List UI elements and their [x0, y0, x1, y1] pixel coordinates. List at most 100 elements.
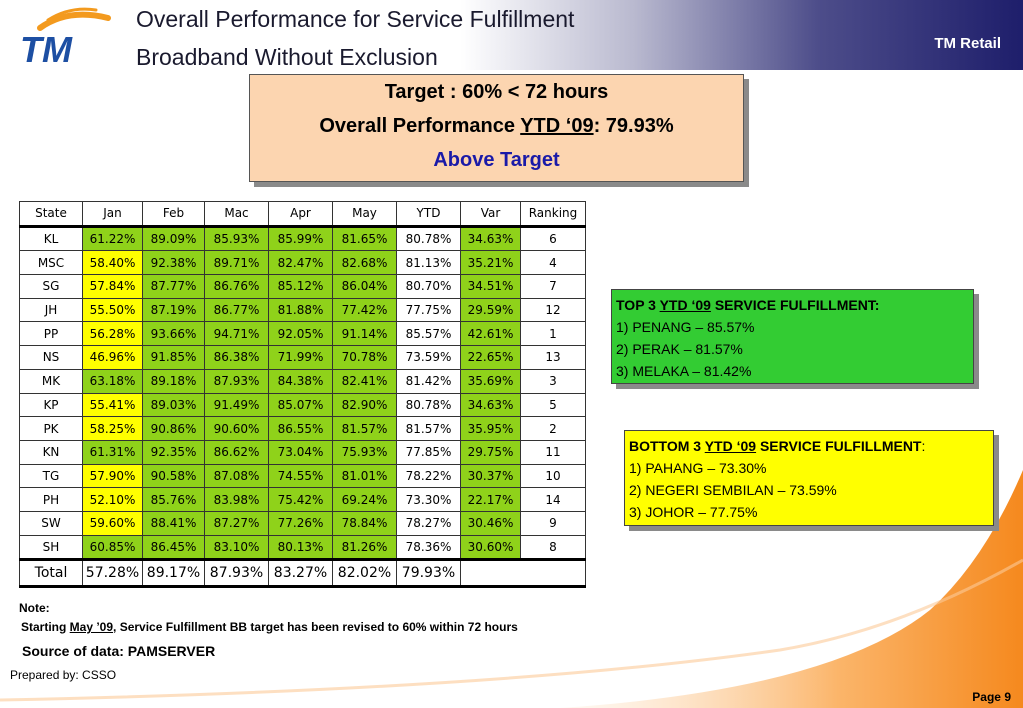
column-header: Ranking [520, 201, 586, 228]
table-cell: 22.17% [460, 487, 521, 512]
table-cell: 81.57% [332, 416, 397, 441]
table-cell: 81.26% [332, 534, 397, 561]
table-cell: 91.14% [332, 321, 397, 347]
table-cell: 85.76% [142, 487, 205, 512]
table-cell: 77.26% [268, 510, 333, 536]
table-cell: 73.59% [396, 345, 461, 370]
table-cell: 6 [520, 225, 586, 252]
table-cell: 29.59% [460, 297, 521, 323]
bottom3-item: 2) NEGERI SEMBILAN – 73.59% [629, 482, 837, 498]
table-cell: 90.60% [204, 416, 269, 441]
table-cell: 78.22% [396, 463, 461, 489]
table-row: MSC 58.40% 92.38% 89.71% 82.47% 82.68% 81.13% 3… [19, 250, 586, 276]
table-cell: 30.60% [460, 534, 521, 561]
table-cell: 82.47% [268, 250, 333, 276]
table-cell: 86.55% [268, 416, 333, 441]
table-cell: 81.88% [268, 297, 333, 323]
table-row: SW 59.60% 88.41% 87.27% 77.26% 78.84% 78.27% 30… [19, 510, 586, 536]
table-cell: 84.38% [268, 368, 333, 394]
bottom3-item: 3) JOHOR – 77.75% [629, 504, 758, 520]
table-cell: 58.25% [82, 416, 143, 441]
table-cell: 13 [520, 345, 586, 370]
table-cell: 80.78% [396, 225, 461, 252]
page-title: Overall Performance for Service Fulfillm… [136, 6, 575, 32]
column-header: Var [460, 201, 521, 228]
table-cell: 60.85% [82, 534, 143, 561]
table-cell: 77.42% [332, 297, 397, 323]
table-cell: 29.75% [460, 439, 521, 465]
table-cell: 80.78% [396, 392, 461, 418]
table-cell: 93.66% [142, 321, 205, 347]
table-cell: NS [19, 345, 83, 370]
table-cell: 75.93% [332, 439, 397, 465]
table-cell: 71.99% [268, 345, 333, 370]
table-cell: 94.71% [204, 321, 269, 347]
table-cell: 90.86% [142, 416, 205, 441]
column-header: YTD [396, 201, 461, 228]
table-cell: TG [19, 463, 83, 489]
note-label: Note: [19, 601, 50, 615]
table-cell: 3 [520, 368, 586, 394]
table-cell: 81.13% [396, 250, 461, 276]
table-cell: 86.62% [204, 439, 269, 465]
table-cell: 30.37% [460, 463, 521, 489]
table-cell: JH [19, 297, 83, 323]
table-cell: 89.09% [142, 225, 205, 252]
table-cell: 12 [520, 297, 586, 323]
table-cell: 7 [520, 274, 586, 299]
table-cell: 10 [520, 463, 586, 489]
table-cell: 30.46% [460, 510, 521, 536]
table-cell: 77.75% [396, 297, 461, 323]
table-cell: 34.51% [460, 274, 521, 299]
table-cell: KL [19, 225, 83, 252]
above-target-label: Above Target [433, 149, 560, 171]
table-row: PK 58.25% 90.86% 90.60% 86.55% 81.57% 81.57% 35… [19, 416, 586, 441]
total-cell: 89.17% [142, 558, 205, 589]
page-number: Page 9 [972, 690, 1011, 704]
source-label: Source of data: PAMSERVER [22, 643, 216, 659]
top3-box: TOP 3 YTD ‘09 SERVICE FULFILLMENT: 1) PE… [611, 289, 974, 384]
table-cell: SG [19, 274, 83, 299]
table-cell: 81.42% [396, 368, 461, 394]
table-cell: KP [19, 392, 83, 418]
page-subtitle: Broadband Without Exclusion [136, 44, 438, 70]
table-cell: MSC [19, 250, 83, 276]
table-cell: 82.90% [332, 392, 397, 418]
tm-logo: TM [20, 7, 111, 68]
column-header: May [332, 201, 397, 228]
table-cell: 9 [520, 510, 586, 536]
table-cell: 70.78% [332, 345, 397, 370]
bottom3-item: 1) PAHANG – 73.30% [629, 460, 767, 476]
table-cell: 81.01% [332, 463, 397, 489]
table-row: NS 46.96% 91.85% 86.38% 71.99% 70.78% 73.59% 22… [19, 345, 586, 370]
table-cell: 42.61% [460, 321, 521, 347]
table-cell: 61.31% [82, 439, 143, 465]
column-header: State [19, 201, 83, 228]
table-cell: 86.38% [204, 345, 269, 370]
table-cell: 35.95% [460, 416, 521, 441]
table-cell: 11 [520, 439, 586, 465]
table-cell: 90.58% [142, 463, 205, 489]
total-cell: 57.28% [82, 558, 143, 589]
table-cell: 4 [520, 250, 586, 276]
table-header-row: State Jan Feb Mac Apr May YTD Var Ranking [19, 201, 586, 228]
total-cell [460, 558, 586, 589]
table-cell: 2 [520, 416, 586, 441]
table-cell: 56.28% [82, 321, 143, 347]
table-cell: 78.27% [396, 510, 461, 536]
bottom3-box: BOTTOM 3 YTD ‘09 SERVICE FULFILLMENT: 1)… [624, 430, 994, 526]
table-cell: 86.76% [204, 274, 269, 299]
table-cell: 85.12% [268, 274, 333, 299]
total-cell: 87.93% [204, 558, 269, 589]
table-cell: PK [19, 416, 83, 441]
table-cell: 14 [520, 487, 586, 512]
table-cell: 86.45% [142, 534, 205, 561]
total-cell: Total [19, 558, 83, 589]
top3-item: 1) PENANG – 85.57% [616, 319, 755, 335]
table-cell: 86.77% [204, 297, 269, 323]
table-cell: 77.85% [396, 439, 461, 465]
table-cell: 73.04% [268, 439, 333, 465]
target-line: Target : 60% < 72 hours [384, 81, 609, 103]
table-cell: 8 [520, 534, 586, 561]
column-header: Mac [204, 201, 269, 228]
